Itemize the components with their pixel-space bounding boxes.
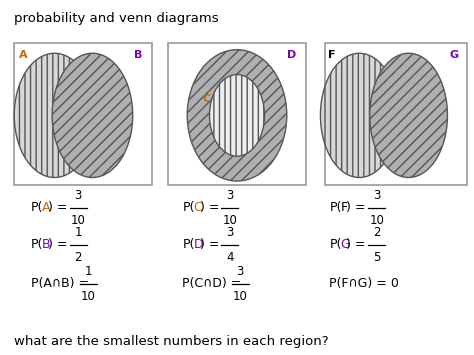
FancyBboxPatch shape <box>325 43 467 185</box>
Text: ) =: ) = <box>48 239 72 251</box>
Text: P(C∩D) =: P(C∩D) = <box>182 278 246 290</box>
Text: 10: 10 <box>71 213 86 226</box>
Text: G: G <box>340 239 350 251</box>
Ellipse shape <box>370 53 447 178</box>
Text: what are the smallest numbers in each region?: what are the smallest numbers in each re… <box>14 335 329 349</box>
Text: ) =: ) = <box>200 201 223 214</box>
Text: 4: 4 <box>226 251 234 264</box>
Text: 1: 1 <box>85 265 92 278</box>
Text: 3: 3 <box>226 189 234 202</box>
Text: 10: 10 <box>222 213 237 226</box>
Text: 3: 3 <box>74 189 82 202</box>
Text: 3: 3 <box>226 226 234 239</box>
Text: F: F <box>340 201 347 214</box>
Ellipse shape <box>187 50 287 181</box>
Text: P(: P( <box>31 201 43 214</box>
Text: D: D <box>287 50 296 60</box>
Text: ) =: ) = <box>200 239 223 251</box>
Text: 3: 3 <box>237 265 244 278</box>
Ellipse shape <box>210 75 264 156</box>
Text: P(: P( <box>182 239 195 251</box>
Text: 3: 3 <box>373 189 381 202</box>
Text: D: D <box>193 239 203 251</box>
Text: P(: P( <box>31 239 43 251</box>
Text: P(: P( <box>182 201 195 214</box>
Ellipse shape <box>52 53 133 178</box>
Text: ) =: ) = <box>48 201 72 214</box>
Text: 10: 10 <box>233 290 247 303</box>
Text: ) =: ) = <box>346 201 370 214</box>
Text: probability and venn diagrams: probability and venn diagrams <box>14 12 219 26</box>
Text: B: B <box>42 239 50 251</box>
Text: ) =: ) = <box>346 239 370 251</box>
Text: P(: P( <box>329 201 342 214</box>
Text: A: A <box>19 50 27 60</box>
Text: C: C <box>193 201 202 214</box>
FancyBboxPatch shape <box>168 43 306 185</box>
Text: F: F <box>328 50 336 60</box>
Ellipse shape <box>14 53 95 178</box>
FancyBboxPatch shape <box>14 43 152 185</box>
Text: 1: 1 <box>74 226 82 239</box>
Text: B: B <box>134 50 142 60</box>
Text: 10: 10 <box>369 213 384 226</box>
Text: 2: 2 <box>373 226 381 239</box>
Text: 5: 5 <box>373 251 381 264</box>
Text: 2: 2 <box>74 251 82 264</box>
Text: G: G <box>450 50 459 60</box>
Text: C: C <box>202 94 210 104</box>
Ellipse shape <box>320 53 398 178</box>
Text: A: A <box>42 201 50 214</box>
Text: P(: P( <box>329 239 342 251</box>
Text: P(A∩B) =: P(A∩B) = <box>31 278 93 290</box>
Text: P(F∩G) = 0: P(F∩G) = 0 <box>329 278 399 290</box>
Text: 10: 10 <box>81 290 96 303</box>
